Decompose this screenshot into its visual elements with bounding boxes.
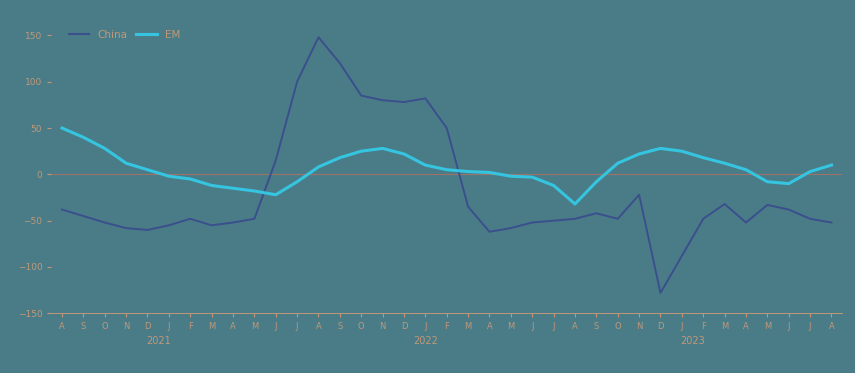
- Text: 2021: 2021: [146, 336, 170, 347]
- Text: 2023: 2023: [681, 336, 705, 347]
- Legend: China, EM: China, EM: [64, 26, 185, 44]
- Text: 2022: 2022: [413, 336, 438, 347]
